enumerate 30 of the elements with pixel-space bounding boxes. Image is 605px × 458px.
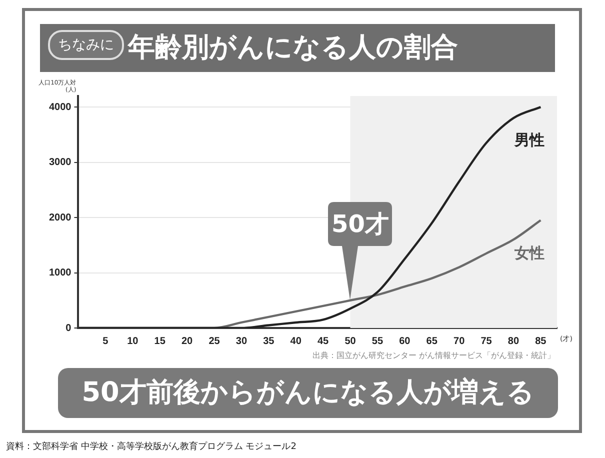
x-tick-label: 80 (508, 336, 520, 347)
chart-title: 年齢別がんになる人の割合 (128, 31, 458, 65)
chart-subtitle: ちなみに (48, 30, 124, 60)
x-tick-label: 20 (181, 336, 194, 347)
x-tick-label: 50 (344, 336, 356, 347)
x-tick-label: 45 (318, 336, 330, 347)
series-label: 女性 (514, 244, 545, 262)
x-tick-label: 85 (535, 336, 547, 347)
x-tick-label: 75 (480, 336, 492, 347)
x-tick-label: 60 (399, 336, 411, 347)
x-tick-label: 35 (263, 336, 275, 347)
y-tick-label: 4000 (48, 102, 72, 113)
text: 資料：文部科学省 中学校・高等学校版がん教育プログラム モジュール2 (6, 440, 296, 453)
x-tick-label: 15 (154, 336, 166, 347)
y-tick-label: 0 (66, 322, 72, 334)
x-tick-label: 30 (236, 336, 248, 347)
text: 50才前後からがんになる人が増える (58, 368, 558, 418)
x-tick-label: 70 (454, 336, 466, 347)
series-label: 男性 (514, 130, 545, 149)
x-tick-label: 10 (127, 336, 139, 347)
x-tick-label: 40 (290, 336, 302, 347)
annotation: 50才 (330, 209, 390, 240)
x-tick-label: 65 (426, 336, 438, 347)
y-tick-label: 3000 (48, 157, 72, 168)
source-note: 出典：国立がん研究センター がん情報サービス「がん登録・統計」 (311, 350, 555, 361)
y-tick-label: 2000 (48, 212, 72, 224)
y-tick-label: 1000 (48, 268, 72, 279)
x-tick-label: 25 (208, 336, 220, 347)
x-tick-label: 5 (102, 336, 109, 347)
x-tick-label: 55 (372, 336, 384, 347)
